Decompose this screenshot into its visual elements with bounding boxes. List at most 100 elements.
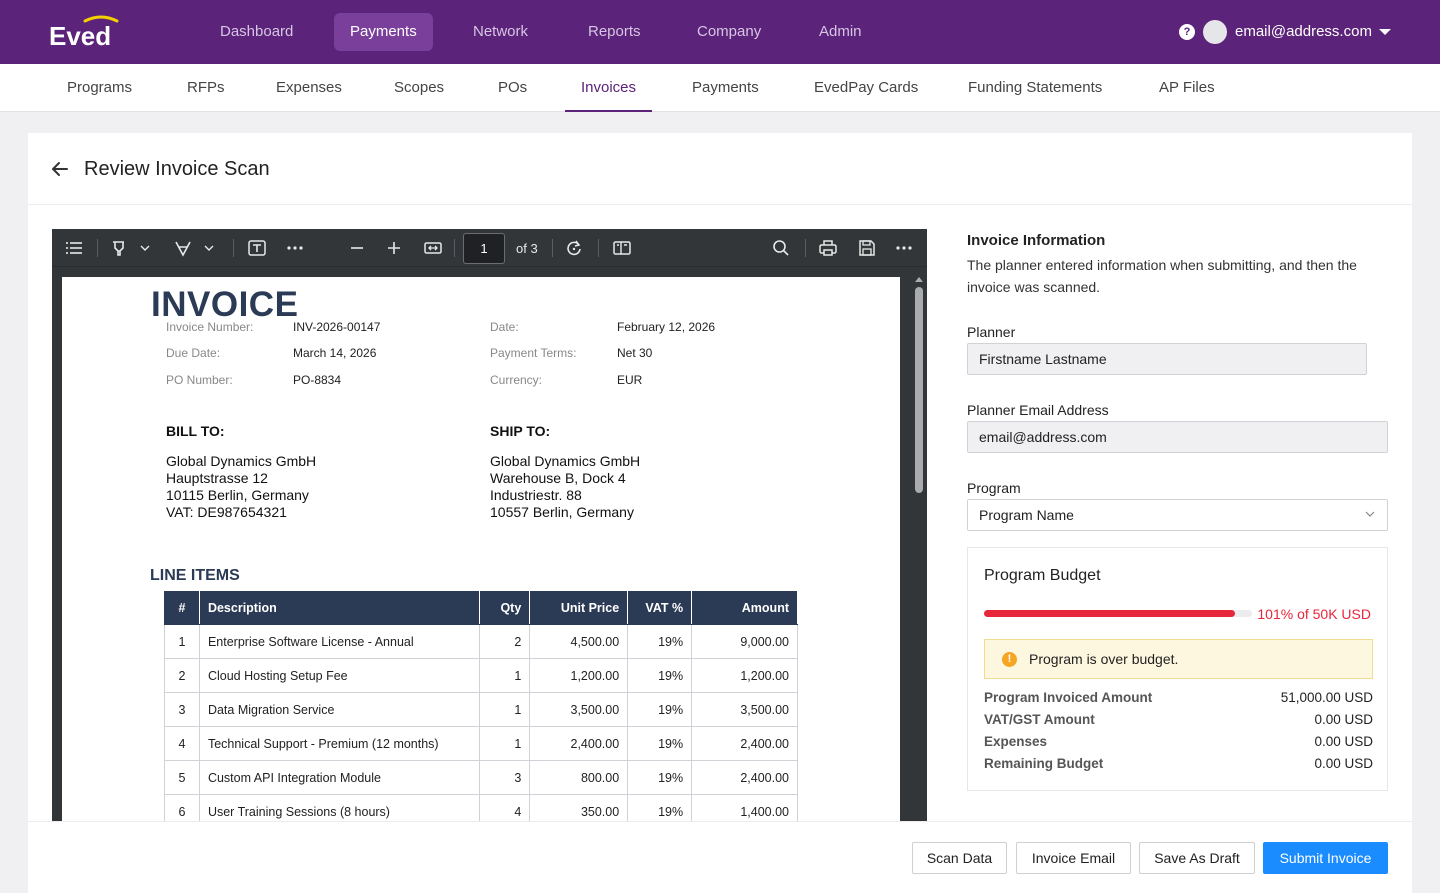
budget-row: Program Invoiced Amount 51,000.00 USD [984, 690, 1373, 705]
top-bar: Eved Dashboard Payments Network Reports … [0, 0, 1440, 64]
invoice-information-description: The planner entered information when sub… [967, 257, 1357, 295]
zoom-out-icon[interactable] [347, 238, 367, 258]
invoice-number: INV-2026-00147 [293, 320, 381, 334]
subnav-expenses[interactable]: Expenses [276, 79, 342, 96]
topnav-admin[interactable]: Admin [819, 23, 862, 40]
pdf-toolbar: 1 of 3 [52, 229, 927, 267]
budget-progress-bar [984, 610, 1252, 617]
column-header: Amount [691, 591, 798, 625]
table-row: 5 Custom API Integration Module 3 800.00 19%… [164, 760, 798, 795]
budget-usage-text: 101% of 50K USD [1257, 606, 1371, 622]
draw-icon[interactable] [173, 238, 193, 258]
payment-terms: Net 30 [617, 346, 653, 360]
topnav-reports[interactable]: Reports [588, 23, 641, 40]
subnav-rfps[interactable]: RFPs [187, 79, 225, 96]
svg-text:Eved: Eved [49, 21, 111, 50]
table-row: 6 User Training Sessions (8 hours) 4 350.00… [164, 794, 798, 821]
chevron-down-icon [1365, 511, 1375, 517]
highlight-menu-chevron-icon[interactable] [138, 238, 152, 258]
bill-to-address: Global Dynamics GmbH Hauptstrasse 12 101… [166, 453, 317, 520]
more-options-icon[interactable] [894, 238, 914, 258]
ship-to-heading: SHIP TO: [490, 423, 551, 439]
bill-to-heading: BILL TO: [166, 423, 225, 439]
table-row: 4 Technical Support - Premium (12 months)… [164, 726, 798, 761]
planner-email-field[interactable]: email@address.com [967, 421, 1388, 453]
search-icon[interactable] [771, 238, 791, 258]
save-icon[interactable] [857, 238, 877, 258]
subnav-funding-statements[interactable]: Funding Statements [968, 79, 1103, 96]
program-select-value: Program Name [979, 507, 1074, 523]
user-menu-caret-icon[interactable] [1379, 29, 1391, 35]
date-label: Date: [490, 320, 519, 334]
two-page-view-icon[interactable] [612, 238, 632, 258]
payment-terms-label: Payment Terms: [490, 346, 577, 360]
column-header: # [164, 591, 200, 625]
program-label: Program [967, 480, 1021, 496]
fit-width-icon[interactable] [423, 238, 443, 258]
more-tools-icon[interactable] [285, 238, 305, 258]
subnav-pos[interactable]: POs [498, 79, 528, 96]
po-number-label: PO Number: [166, 373, 233, 387]
subnav-scopes[interactable]: Scopes [394, 79, 445, 96]
outline-list-icon[interactable] [64, 238, 84, 258]
pdf-scrollbar[interactable] [912, 275, 926, 821]
program-select[interactable]: Program Name [967, 499, 1388, 531]
budget-row: VAT/GST Amount 0.00 USD [984, 712, 1373, 727]
highlight-icon[interactable] [109, 238, 129, 258]
currency: EUR [617, 373, 643, 387]
pdf-viewer[interactable]: 1 of 3 [52, 229, 927, 821]
budget-progress-fill [984, 610, 1235, 617]
column-header: VAT % [627, 591, 693, 625]
save-draft-button[interactable]: Save As Draft [1139, 842, 1255, 874]
topnav-payments[interactable]: Payments [334, 13, 433, 51]
due-date: March 14, 2026 [293, 346, 377, 360]
program-budget-title: Program Budget [984, 567, 1101, 584]
warning-icon: ! [1002, 652, 1017, 667]
page-number-input[interactable]: 1 [463, 233, 505, 264]
page-title: Review Invoice Scan [84, 158, 270, 180]
print-icon[interactable] [818, 238, 838, 258]
planner-email-label: Planner Email Address [967, 402, 1109, 418]
page-total: of 3 [516, 241, 538, 256]
subnav-ap-files[interactable]: AP Files [1159, 79, 1215, 96]
submit-invoice-button[interactable]: Submit Invoice [1263, 842, 1388, 874]
invoice-date: February 12, 2026 [617, 320, 716, 334]
column-header: Qty [479, 591, 531, 625]
subnav-programs[interactable]: Programs [67, 79, 133, 96]
topnav-network[interactable]: Network [473, 23, 529, 40]
program-budget-card: Program Budget 101% of 50K USD ! Program… [967, 547, 1388, 791]
po-number: PO-8834 [293, 373, 342, 387]
scroll-up-arrow-icon[interactable] [915, 277, 923, 282]
sub-nav: Programs RFPs Expenses Scopes POs Invoic… [0, 64, 1440, 112]
draw-menu-chevron-icon[interactable] [202, 238, 216, 258]
budget-row: Remaining Budget 0.00 USD [984, 756, 1373, 771]
eved-logo[interactable]: Eved [49, 14, 145, 50]
back-arrow-icon[interactable] [50, 159, 70, 179]
table-header-row: # Description Qty Unit Price VAT % Amoun… [164, 591, 798, 625]
planner-field[interactable]: Firstname Lastname [967, 343, 1367, 375]
user-email[interactable]: email@address.com [1235, 23, 1372, 40]
currency-label: Currency: [490, 373, 543, 387]
column-header: Unit Price [529, 591, 629, 625]
topnav-dashboard[interactable]: Dashboard [220, 23, 294, 40]
scan-data-button[interactable]: Scan Data [912, 842, 1007, 874]
table-row: 3 Data Migration Service 1 3,500.00 19% 3,500… [164, 692, 798, 727]
alert-message: Program is over budget. [1029, 651, 1179, 667]
subnav-evedpay-cards[interactable]: EvedPay Cards [814, 79, 919, 96]
scroll-thumb[interactable] [915, 287, 923, 493]
invoice-information-title: Invoice Information [967, 232, 1106, 249]
planner-label: Planner [967, 324, 1016, 340]
rotate-icon[interactable] [564, 238, 584, 258]
subnav-payments[interactable]: Payments [692, 79, 759, 96]
text-tool-icon[interactable] [247, 238, 267, 258]
avatar[interactable] [1203, 20, 1227, 44]
invoice-title: INVOICE [151, 285, 299, 324]
subnav-invoices[interactable]: Invoices [565, 64, 652, 112]
invoice-email-button[interactable]: Invoice Email [1016, 842, 1131, 874]
help-icon[interactable]: ? [1179, 24, 1195, 40]
column-header: Description [198, 591, 481, 625]
line-items-heading: LINE ITEMS [150, 567, 240, 584]
topnav-company[interactable]: Company [697, 23, 762, 40]
ship-to-address: Global Dynamics GmbH Warehouse B, Dock 4… [490, 453, 641, 520]
zoom-in-icon[interactable] [384, 238, 404, 258]
